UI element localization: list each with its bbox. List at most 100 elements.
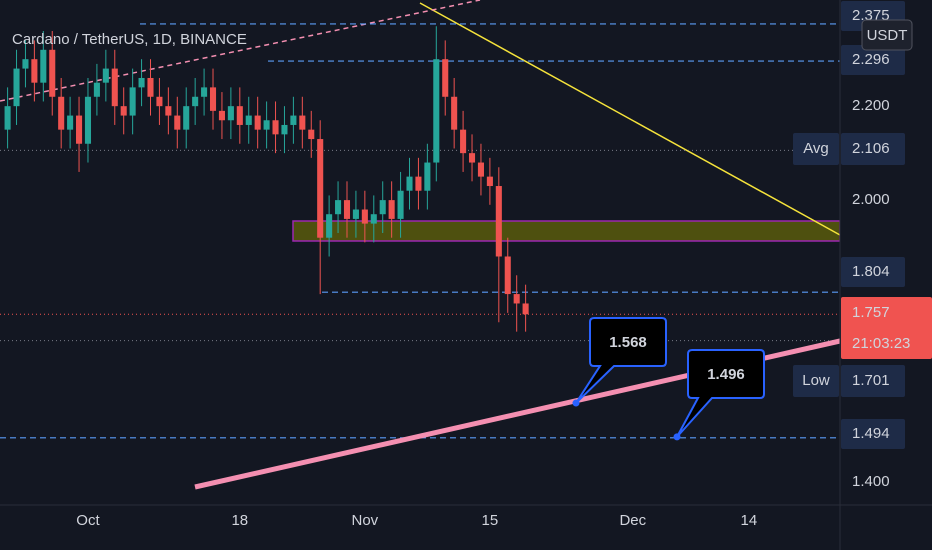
candle-body bbox=[40, 49, 47, 83]
candle-body bbox=[138, 77, 145, 88]
candle-body bbox=[299, 115, 306, 130]
candle-body bbox=[174, 115, 181, 130]
candle-body bbox=[263, 120, 270, 130]
candle-body bbox=[102, 68, 109, 83]
candle-body bbox=[433, 59, 440, 163]
candle-body bbox=[317, 139, 324, 238]
callout-label: 1.496 bbox=[707, 366, 745, 383]
candle-body bbox=[504, 256, 511, 295]
callout-point bbox=[673, 433, 681, 441]
candle-body bbox=[281, 124, 288, 135]
candle-body bbox=[406, 176, 413, 191]
x-tick-label: 18 bbox=[231, 512, 248, 529]
candle-body bbox=[201, 87, 208, 97]
callouts: 1.568 1.496 bbox=[572, 317, 765, 441]
x-tick-label: Dec bbox=[619, 512, 646, 529]
candle-body bbox=[397, 190, 404, 219]
candle-body bbox=[49, 49, 56, 97]
candle-body bbox=[388, 200, 395, 219]
chart-title: Cardano / TetherUS, 1D, BINANCE bbox=[12, 31, 247, 48]
price-line-label: 2.296 bbox=[852, 51, 890, 68]
candle-body bbox=[129, 87, 136, 116]
candle-body bbox=[477, 162, 484, 177]
candle-body bbox=[379, 200, 386, 215]
price-line-label: 1.494 bbox=[852, 425, 890, 442]
last-price-box bbox=[841, 297, 932, 359]
candle-body bbox=[4, 106, 11, 130]
candle-body bbox=[335, 200, 342, 215]
zone bbox=[292, 220, 841, 242]
x-tick-label: Nov bbox=[352, 512, 379, 529]
candle-body bbox=[227, 106, 234, 121]
candle-body bbox=[272, 120, 279, 135]
candle-body bbox=[468, 153, 476, 163]
candle-body bbox=[165, 106, 172, 116]
avg-value-box bbox=[841, 133, 905, 165]
candle-body bbox=[209, 87, 217, 111]
callout-label: 1.568 bbox=[609, 334, 647, 351]
price-line-box bbox=[841, 419, 905, 449]
currency-box bbox=[861, 19, 913, 51]
price-line-box bbox=[841, 257, 905, 287]
low_marker-value-box bbox=[841, 365, 905, 397]
candle-body bbox=[343, 200, 351, 219]
price-line-label: 1.804 bbox=[852, 263, 890, 280]
candle-body bbox=[67, 115, 74, 130]
candle-body bbox=[93, 82, 100, 97]
candle-body bbox=[326, 214, 333, 238]
y-tick-label: 2.000 bbox=[852, 191, 890, 208]
callout-box bbox=[676, 349, 765, 438]
trend-line bbox=[419, 2, 841, 236]
candle-body bbox=[183, 106, 190, 130]
candle-body bbox=[111, 68, 118, 107]
candle-body bbox=[22, 59, 29, 69]
candle-body bbox=[486, 176, 493, 187]
candle-body bbox=[451, 96, 458, 130]
time-axis bbox=[0, 505, 840, 550]
x-tick-label: 14 bbox=[741, 512, 758, 529]
candle-body bbox=[370, 214, 377, 224]
candle-body bbox=[442, 59, 449, 97]
candle-body bbox=[58, 96, 65, 130]
candle-body bbox=[361, 209, 368, 224]
candle-body bbox=[245, 115, 252, 125]
avg-name: Avg bbox=[803, 140, 829, 157]
y-tick-label: 2.200 bbox=[852, 97, 890, 114]
candle-body bbox=[236, 106, 243, 125]
candle-body bbox=[352, 209, 359, 219]
candle-body bbox=[513, 294, 520, 304]
candle-body bbox=[522, 303, 529, 315]
callout-box bbox=[575, 317, 667, 404]
price-line-box bbox=[841, 45, 905, 75]
candle-body bbox=[218, 110, 225, 121]
x-tick-label: Oct bbox=[76, 512, 100, 529]
low_marker-name: Low bbox=[802, 372, 830, 389]
avg-name-box bbox=[793, 133, 839, 165]
low_marker-value: 1.701 bbox=[852, 372, 890, 389]
candle-body bbox=[290, 115, 297, 125]
candle-body bbox=[424, 162, 431, 191]
candle-body bbox=[415, 176, 422, 191]
low_marker-name-box bbox=[793, 365, 839, 397]
candle-body bbox=[76, 115, 83, 144]
candle-body bbox=[308, 129, 315, 140]
avg-value: 2.106 bbox=[852, 140, 890, 157]
candle-body bbox=[192, 96, 199, 107]
candle-body bbox=[254, 115, 261, 130]
trend-line bbox=[0, 0, 481, 102]
candle-body bbox=[460, 129, 467, 154]
currency: USDT bbox=[867, 27, 908, 44]
candle-body bbox=[147, 77, 154, 97]
x-tick-label: 15 bbox=[482, 512, 499, 529]
candle-body bbox=[156, 96, 163, 107]
y-tick-label: 1.400 bbox=[852, 473, 890, 490]
countdown: 21:03:23 bbox=[852, 335, 910, 352]
candle-body bbox=[495, 186, 502, 257]
candle-body bbox=[13, 68, 20, 107]
candle-body bbox=[120, 106, 127, 116]
candle-body bbox=[84, 96, 92, 144]
